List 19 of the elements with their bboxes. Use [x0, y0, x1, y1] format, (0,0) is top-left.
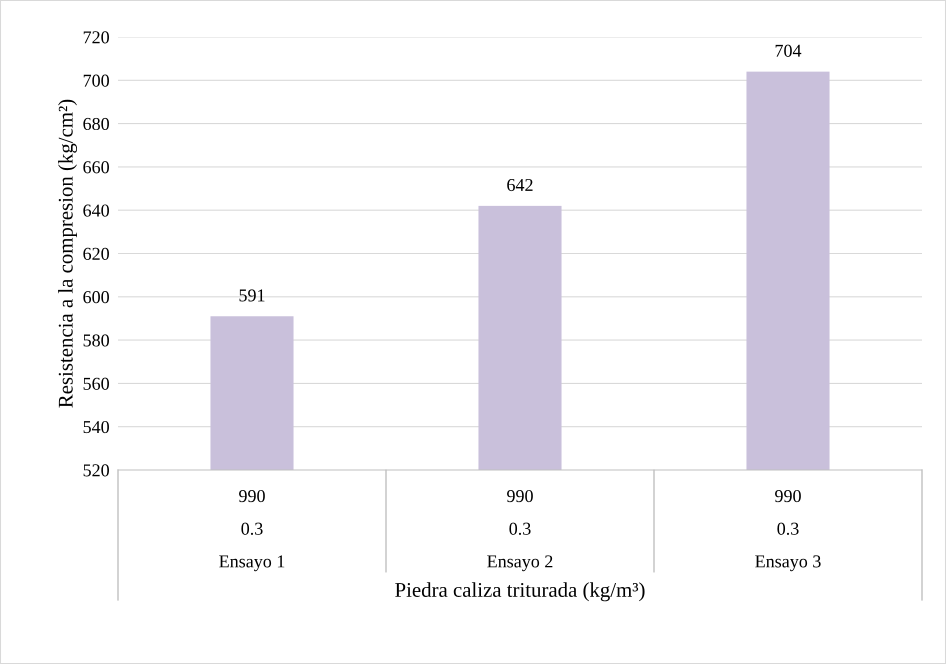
y-tick-label: 720	[84, 31, 109, 44]
y-tick-label: 620	[83, 248, 109, 260]
y-tick-label: 700	[84, 74, 109, 87]
x-axis-title: Piedra caliza triturada (kg/m³)	[395, 582, 645, 602]
y-tick-label: 660	[83, 161, 109, 174]
y-tick-label: 520	[84, 464, 109, 476]
y-tick-label: 600	[83, 291, 109, 304]
data-label: 704	[776, 44, 802, 57]
y-tick-label: 640	[83, 204, 109, 217]
x-tick-label: 990 0.3 Ensayo 2	[487, 490, 552, 572]
data-label: 642	[507, 178, 533, 192]
y-tick-label: 680	[83, 118, 109, 130]
y-axis-title: Resistencia a la compresion (kg/cm²)	[58, 100, 78, 408]
y-tick-label: 580	[84, 334, 109, 347]
data-label: 591	[240, 289, 264, 302]
x-tick-label: 990 0.3 Ensayo 1	[219, 490, 284, 572]
y-tick-label: 540	[84, 420, 109, 434]
x-tick-label: 990 0.3 Ensayo 3	[755, 490, 821, 572]
y-tick-label: 560	[84, 378, 109, 390]
